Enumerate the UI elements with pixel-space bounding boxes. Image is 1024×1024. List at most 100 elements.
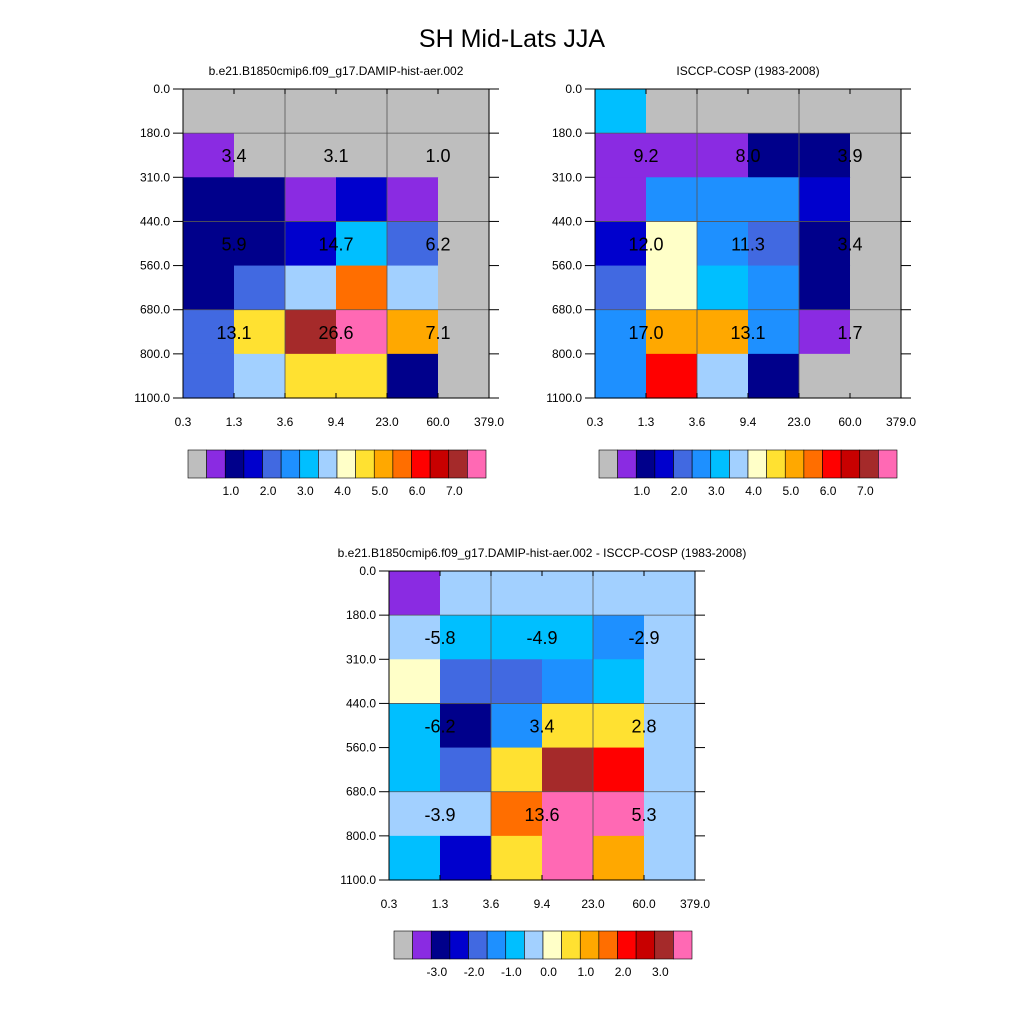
cell-value-label: 3.1	[323, 146, 348, 166]
heatmap-cell	[697, 89, 749, 134]
heatmap-cell	[697, 221, 749, 267]
heatmap-cell	[440, 835, 492, 881]
heatmap-cell	[438, 265, 490, 311]
heatmap-cell	[593, 835, 645, 881]
legend-label: 5.0	[782, 484, 799, 498]
legend-swatch	[412, 930, 432, 960]
heatmap-cell	[183, 265, 235, 311]
heatmap-cell	[438, 133, 490, 178]
legend-label: 1.0	[633, 484, 650, 498]
heatmap-cell	[438, 177, 490, 223]
legend-label: 4.0	[745, 484, 762, 498]
heatmap-cell	[593, 747, 645, 793]
color-legend: 1.0 2.0 3.0 4.0 5.0 6.0 7.0	[187, 449, 487, 498]
x-tick-label: 0.3	[587, 415, 604, 429]
legend-swatch	[579, 930, 600, 960]
heatmap-cell	[336, 177, 388, 223]
legend-swatch	[448, 449, 468, 479]
heatmap-cell	[183, 309, 235, 355]
y-tick-label: 0.0	[565, 82, 582, 96]
legend-label: 1.0	[577, 965, 594, 979]
legend-label: 6.0	[820, 484, 837, 498]
heatmap-cell	[285, 221, 337, 267]
heatmap-cell	[850, 221, 902, 267]
cell-value-label: 6.2	[425, 235, 450, 255]
cell-value-label: 3.4	[221, 146, 246, 166]
heatmap-cell	[542, 835, 594, 881]
heatmap-cell	[644, 835, 696, 881]
figure-title: SH Mid-Lats JJA	[419, 25, 605, 53]
heatmap-cell	[234, 353, 286, 399]
heatmap-cell	[644, 791, 696, 837]
heatmap-cell	[491, 835, 543, 881]
heatmap-cell	[748, 353, 800, 399]
cell-value-label: 17.0	[628, 323, 663, 343]
heatmap-cell	[336, 309, 388, 355]
legend-label: 3.0	[708, 484, 725, 498]
heatmap-cell	[440, 791, 492, 837]
heatmap-cell	[387, 265, 439, 311]
legend-label: 3.0	[297, 484, 314, 498]
y-tick-label: 800.0	[552, 347, 582, 361]
y-tick-label: 680.0	[552, 303, 582, 317]
heatmap-cell	[389, 615, 441, 660]
heatmap-cell	[285, 89, 337, 134]
legend-swatch	[561, 930, 581, 960]
heatmap-cell	[748, 89, 800, 134]
heatmap-cell	[748, 133, 800, 178]
heatmap-cell	[593, 615, 645, 660]
legend-swatch	[766, 449, 786, 479]
x-tick-label: 9.4	[328, 415, 345, 429]
heatmap-cell	[799, 353, 851, 399]
heatmap-cell	[850, 265, 902, 311]
heatmap-cell	[542, 571, 594, 616]
cell-value-label: 7.1	[425, 323, 450, 343]
heatmap-cell	[595, 133, 647, 178]
heatmap-cell	[644, 571, 696, 616]
heatmap-cell	[234, 177, 286, 223]
heatmap-cell	[285, 353, 337, 399]
x-tick-label: 379.0	[680, 897, 710, 911]
legend-swatch	[355, 449, 375, 479]
cell-value-label: 5.9	[221, 235, 246, 255]
legend-swatch	[224, 449, 245, 479]
heatmap-cell	[593, 703, 645, 749]
heatmap-cell	[697, 309, 749, 355]
heatmap-cell	[542, 703, 594, 749]
legend-swatch	[373, 449, 394, 479]
legend-swatch	[673, 449, 693, 479]
heatmap-cell	[285, 309, 337, 355]
y-tick-label: 1100.0	[134, 391, 170, 405]
heatmap-cell	[644, 659, 696, 705]
legend-swatch	[262, 449, 282, 479]
y-tick-label: 560.0	[140, 259, 170, 273]
legend-swatch	[280, 449, 301, 479]
heatmap-cell	[389, 747, 441, 793]
legend-swatch	[598, 930, 618, 960]
legend-swatch	[393, 930, 413, 960]
heatmap-cell	[440, 703, 492, 749]
heatmap-cell	[593, 571, 645, 616]
legend-swatch	[803, 449, 823, 479]
legend-swatch	[691, 449, 712, 479]
heatmap-cell	[336, 221, 388, 267]
cell-value-label: 9.2	[633, 146, 658, 166]
heatmap-cell	[234, 221, 286, 267]
heatmap-cell	[646, 221, 698, 267]
heatmap-cell	[644, 747, 696, 793]
panel-1: b.e21.B1850cmip6.f09_g17.DAMIP-hist-aer.…	[134, 64, 504, 498]
x-tick-label: 9.4	[740, 415, 757, 429]
heatmap-cell	[748, 177, 800, 223]
cell-value-label: 26.6	[318, 323, 353, 343]
panel-3: b.e21.B1850cmip6.f09_g17.DAMIP-hist-aer.…	[338, 546, 747, 979]
heatmap-cell	[389, 703, 441, 749]
heatmap-cell	[595, 265, 647, 311]
heatmap-cell	[646, 353, 698, 399]
heatmap-cell	[850, 353, 902, 399]
y-tick-label: 440.0	[552, 214, 582, 228]
heatmap-cell	[438, 353, 490, 399]
heatmap-cell	[697, 265, 749, 311]
legend-label: 0.0	[540, 965, 557, 979]
heatmap-cell	[748, 221, 800, 267]
heatmap-cell	[440, 747, 492, 793]
